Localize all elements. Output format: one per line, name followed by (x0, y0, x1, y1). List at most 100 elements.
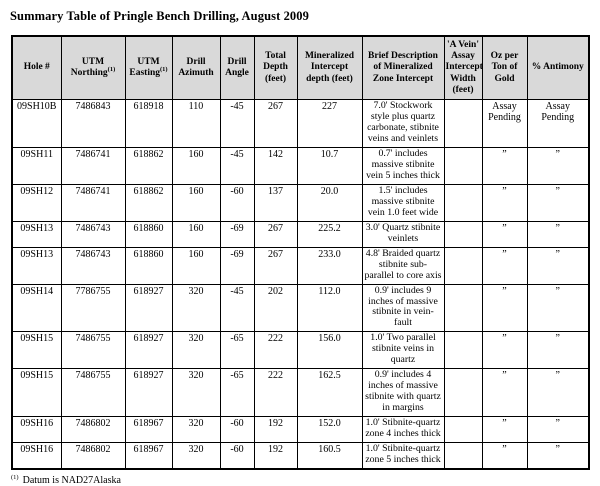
cell-percent-antimony: ” (526, 331, 590, 370)
cell-total-depth: 137 (253, 183, 298, 222)
column-header-oz-gold: Oz per Ton of Gold (481, 35, 528, 101)
column-header-drill-azimuth: Drill Azimuth (171, 35, 221, 101)
footnote: (1) Datum is NAD27Alaska (11, 473, 590, 486)
cell-drill-azimuth: 160 (171, 246, 221, 285)
table-row: 09SH16 7486802 618967 320 -60 192 152.0 … (11, 416, 590, 444)
column-header-hole: Hole # (11, 35, 62, 101)
header-label: UTM Northing (70, 56, 108, 78)
cell-description: 7.0' Stockwork style plus quartz carbona… (361, 99, 445, 148)
cell-utm-easting: 618927 (124, 331, 173, 370)
cell-drill-azimuth: 160 (171, 183, 221, 222)
header-label: Hole # (23, 62, 50, 73)
cell-drill-azimuth: 110 (171, 99, 221, 148)
cell-vein-width (443, 442, 483, 470)
cell-hole-number: 09SH16 (11, 416, 62, 444)
cell-utm-easting: 618918 (124, 99, 173, 148)
column-header-utm-northing: UTM Northing(1) (60, 35, 126, 101)
cell-description: 1.0' Stibnite-quartz zone 4 inches thick (361, 416, 445, 444)
table-row: 09SH10B 7486843 618918 110 -45 267 227 7… (11, 99, 590, 148)
cell-total-depth: 267 (253, 246, 298, 285)
header-label: Mineralized Intercept depth (feet) (304, 51, 355, 84)
table-row: 09SH15 7486755 618927 320 -65 222 156.0 … (11, 331, 590, 370)
cell-utm-easting: 618967 (124, 442, 173, 470)
cell-utm-northing: 7486755 (60, 331, 126, 370)
header-label: 'A Vein' Assay Intercept Width (feet) (445, 40, 482, 95)
cell-total-depth: 202 (253, 283, 298, 333)
header-label: Total Depth (feet) (263, 51, 288, 84)
cell-utm-northing: 7786755 (60, 283, 126, 333)
cell-drill-azimuth: 320 (171, 416, 221, 444)
cell-oz-per-ton-gold: ” (481, 220, 528, 248)
cell-intercept-depth: 233.0 (296, 246, 363, 285)
table-body: 09SH10B 7486843 618918 110 -45 267 227 7… (11, 99, 590, 470)
cell-utm-easting: 618862 (124, 183, 173, 222)
cell-oz-per-ton-gold: ” (481, 331, 528, 370)
cell-oz-per-ton-gold: ” (481, 146, 528, 185)
cell-vein-width (443, 246, 483, 285)
cell-oz-per-ton-gold: ” (481, 416, 528, 444)
drilling-summary-table: Hole # UTM Northing(1) UTM Easting(1) Dr… (11, 35, 590, 471)
column-header-vein-width: 'A Vein' Assay Intercept Width (feet) (443, 35, 483, 101)
cell-intercept-depth: 225.2 (296, 220, 363, 248)
cell-total-depth: 142 (253, 146, 298, 185)
cell-total-depth: 267 (253, 220, 298, 248)
cell-drill-angle: -69 (219, 220, 255, 248)
cell-hole-number: 09SH12 (11, 183, 62, 222)
cell-utm-northing: 7486741 (60, 146, 126, 185)
cell-total-depth: 192 (253, 442, 298, 470)
column-header-utm-easting: UTM Easting(1) (124, 35, 173, 101)
cell-intercept-depth: 20.0 (296, 183, 363, 222)
table-row: 09SH15 7486755 618927 320 -65 222 162.5 … (11, 368, 590, 418)
cell-utm-northing: 7486743 (60, 246, 126, 285)
table-header: Hole # UTM Northing(1) UTM Easting(1) Dr… (11, 35, 590, 101)
cell-total-depth: 222 (253, 331, 298, 370)
page-title: Summary Table of Pringle Bench Drilling,… (10, 9, 309, 23)
cell-utm-northing: 7486743 (60, 220, 126, 248)
column-header-total-depth: Total Depth (feet) (253, 35, 298, 101)
cell-description: 4.8' Braided quartz stibnite sub-paralle… (361, 246, 445, 285)
cell-utm-northing: 7486843 (60, 99, 126, 148)
cell-drill-azimuth: 160 (171, 146, 221, 185)
cell-utm-easting: 618927 (124, 283, 173, 333)
cell-oz-per-ton-gold: ” (481, 368, 528, 418)
cell-oz-per-ton-gold: ” (481, 442, 528, 470)
cell-intercept-depth: 156.0 (296, 331, 363, 370)
cell-vein-width (443, 220, 483, 248)
header-label: UTM Easting (129, 56, 161, 78)
cell-vein-width (443, 368, 483, 418)
cell-drill-angle: -65 (219, 331, 255, 370)
cell-description: 3.0' Quartz stibnite veinlets (361, 220, 445, 248)
cell-oz-per-ton-gold: ” (481, 183, 528, 222)
cell-utm-easting: 618927 (124, 368, 173, 418)
cell-percent-antimony: ” (526, 183, 590, 222)
header-label: Brief Description of Mineralized Zone In… (368, 51, 438, 84)
cell-drill-azimuth: 320 (171, 442, 221, 470)
cell-oz-per-ton-gold: ” (481, 283, 528, 333)
cell-utm-easting: 618860 (124, 246, 173, 285)
cell-hole-number: 09SH14 (11, 283, 62, 333)
cell-intercept-depth: 112.0 (296, 283, 363, 333)
table-row: 09SH13 7486743 618860 160 -69 267 233.0 … (11, 246, 590, 285)
cell-intercept-depth: 160.5 (296, 442, 363, 470)
footnote-marker: (1) (160, 65, 168, 73)
cell-total-depth: 267 (253, 99, 298, 148)
footnote-marker: (1) (107, 65, 116, 73)
cell-utm-northing: 7486741 (60, 183, 126, 222)
cell-vein-width (443, 331, 483, 370)
cell-utm-northing: 7486802 (60, 416, 126, 444)
cell-drill-angle: -60 (219, 183, 255, 222)
cell-drill-angle: -45 (219, 146, 255, 185)
cell-hole-number: 09SH13 (11, 220, 62, 248)
table-row: 09SH11 7486741 618862 160 -45 142 10.7 0… (11, 146, 590, 185)
cell-utm-easting: 618860 (124, 220, 173, 248)
cell-hole-number: 09SH11 (11, 146, 62, 185)
cell-percent-antimony: ” (526, 416, 590, 444)
cell-hole-number: 09SH13 (11, 246, 62, 285)
header-label: Drill Azimuth (178, 56, 214, 78)
footnote-marker: (1) (11, 473, 19, 481)
cell-percent-antimony: ” (526, 283, 590, 333)
cell-description: 0.7' includes massive stibnite vein 5 in… (361, 146, 445, 185)
cell-intercept-depth: 10.7 (296, 146, 363, 185)
cell-description: 0.9' includes 4 inches of massive stibni… (361, 368, 445, 418)
